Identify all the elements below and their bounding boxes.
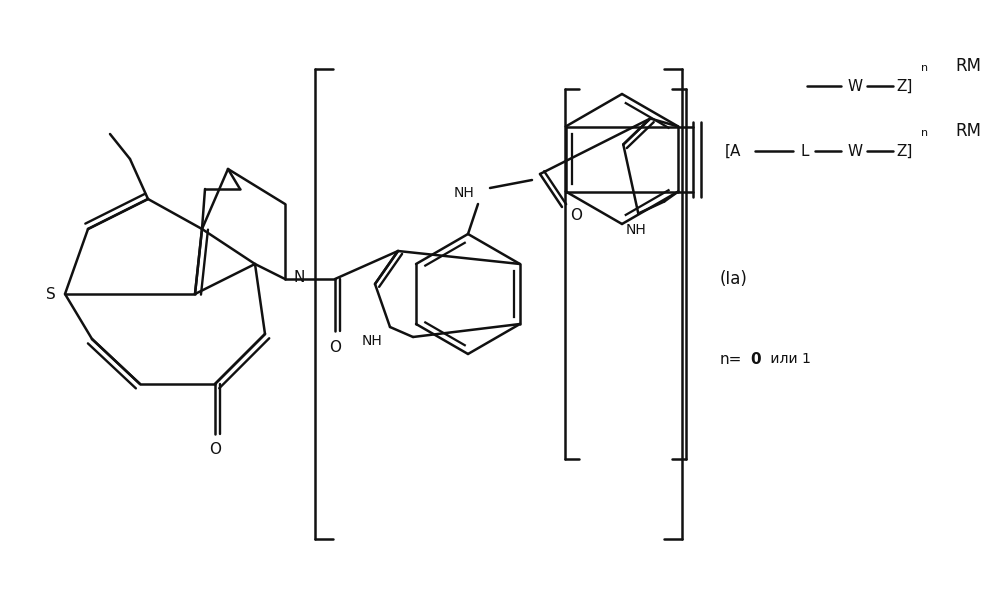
Text: N: N: [293, 270, 305, 284]
Text: (Ia): (Ia): [720, 270, 748, 288]
Text: Z]: Z]: [897, 144, 913, 158]
Text: NH: NH: [453, 186, 474, 200]
Text: O: O: [329, 339, 341, 355]
Text: W: W: [847, 144, 863, 158]
Text: Z]: Z]: [897, 78, 913, 94]
Text: RM: RM: [955, 122, 981, 140]
Text: n: n: [921, 63, 929, 73]
Text: 0: 0: [750, 352, 761, 366]
Text: O: O: [209, 442, 221, 458]
Text: или 1: или 1: [766, 352, 811, 366]
Text: NH: NH: [626, 223, 647, 237]
Text: [A: [A: [725, 144, 741, 158]
Text: L: L: [801, 144, 809, 158]
Text: NH: NH: [361, 334, 382, 348]
Text: n=: n=: [720, 352, 742, 366]
Text: n: n: [921, 128, 929, 138]
Text: W: W: [847, 78, 863, 94]
Text: O: O: [570, 207, 582, 223]
Text: S: S: [46, 286, 56, 302]
Text: RM: RM: [955, 57, 981, 75]
